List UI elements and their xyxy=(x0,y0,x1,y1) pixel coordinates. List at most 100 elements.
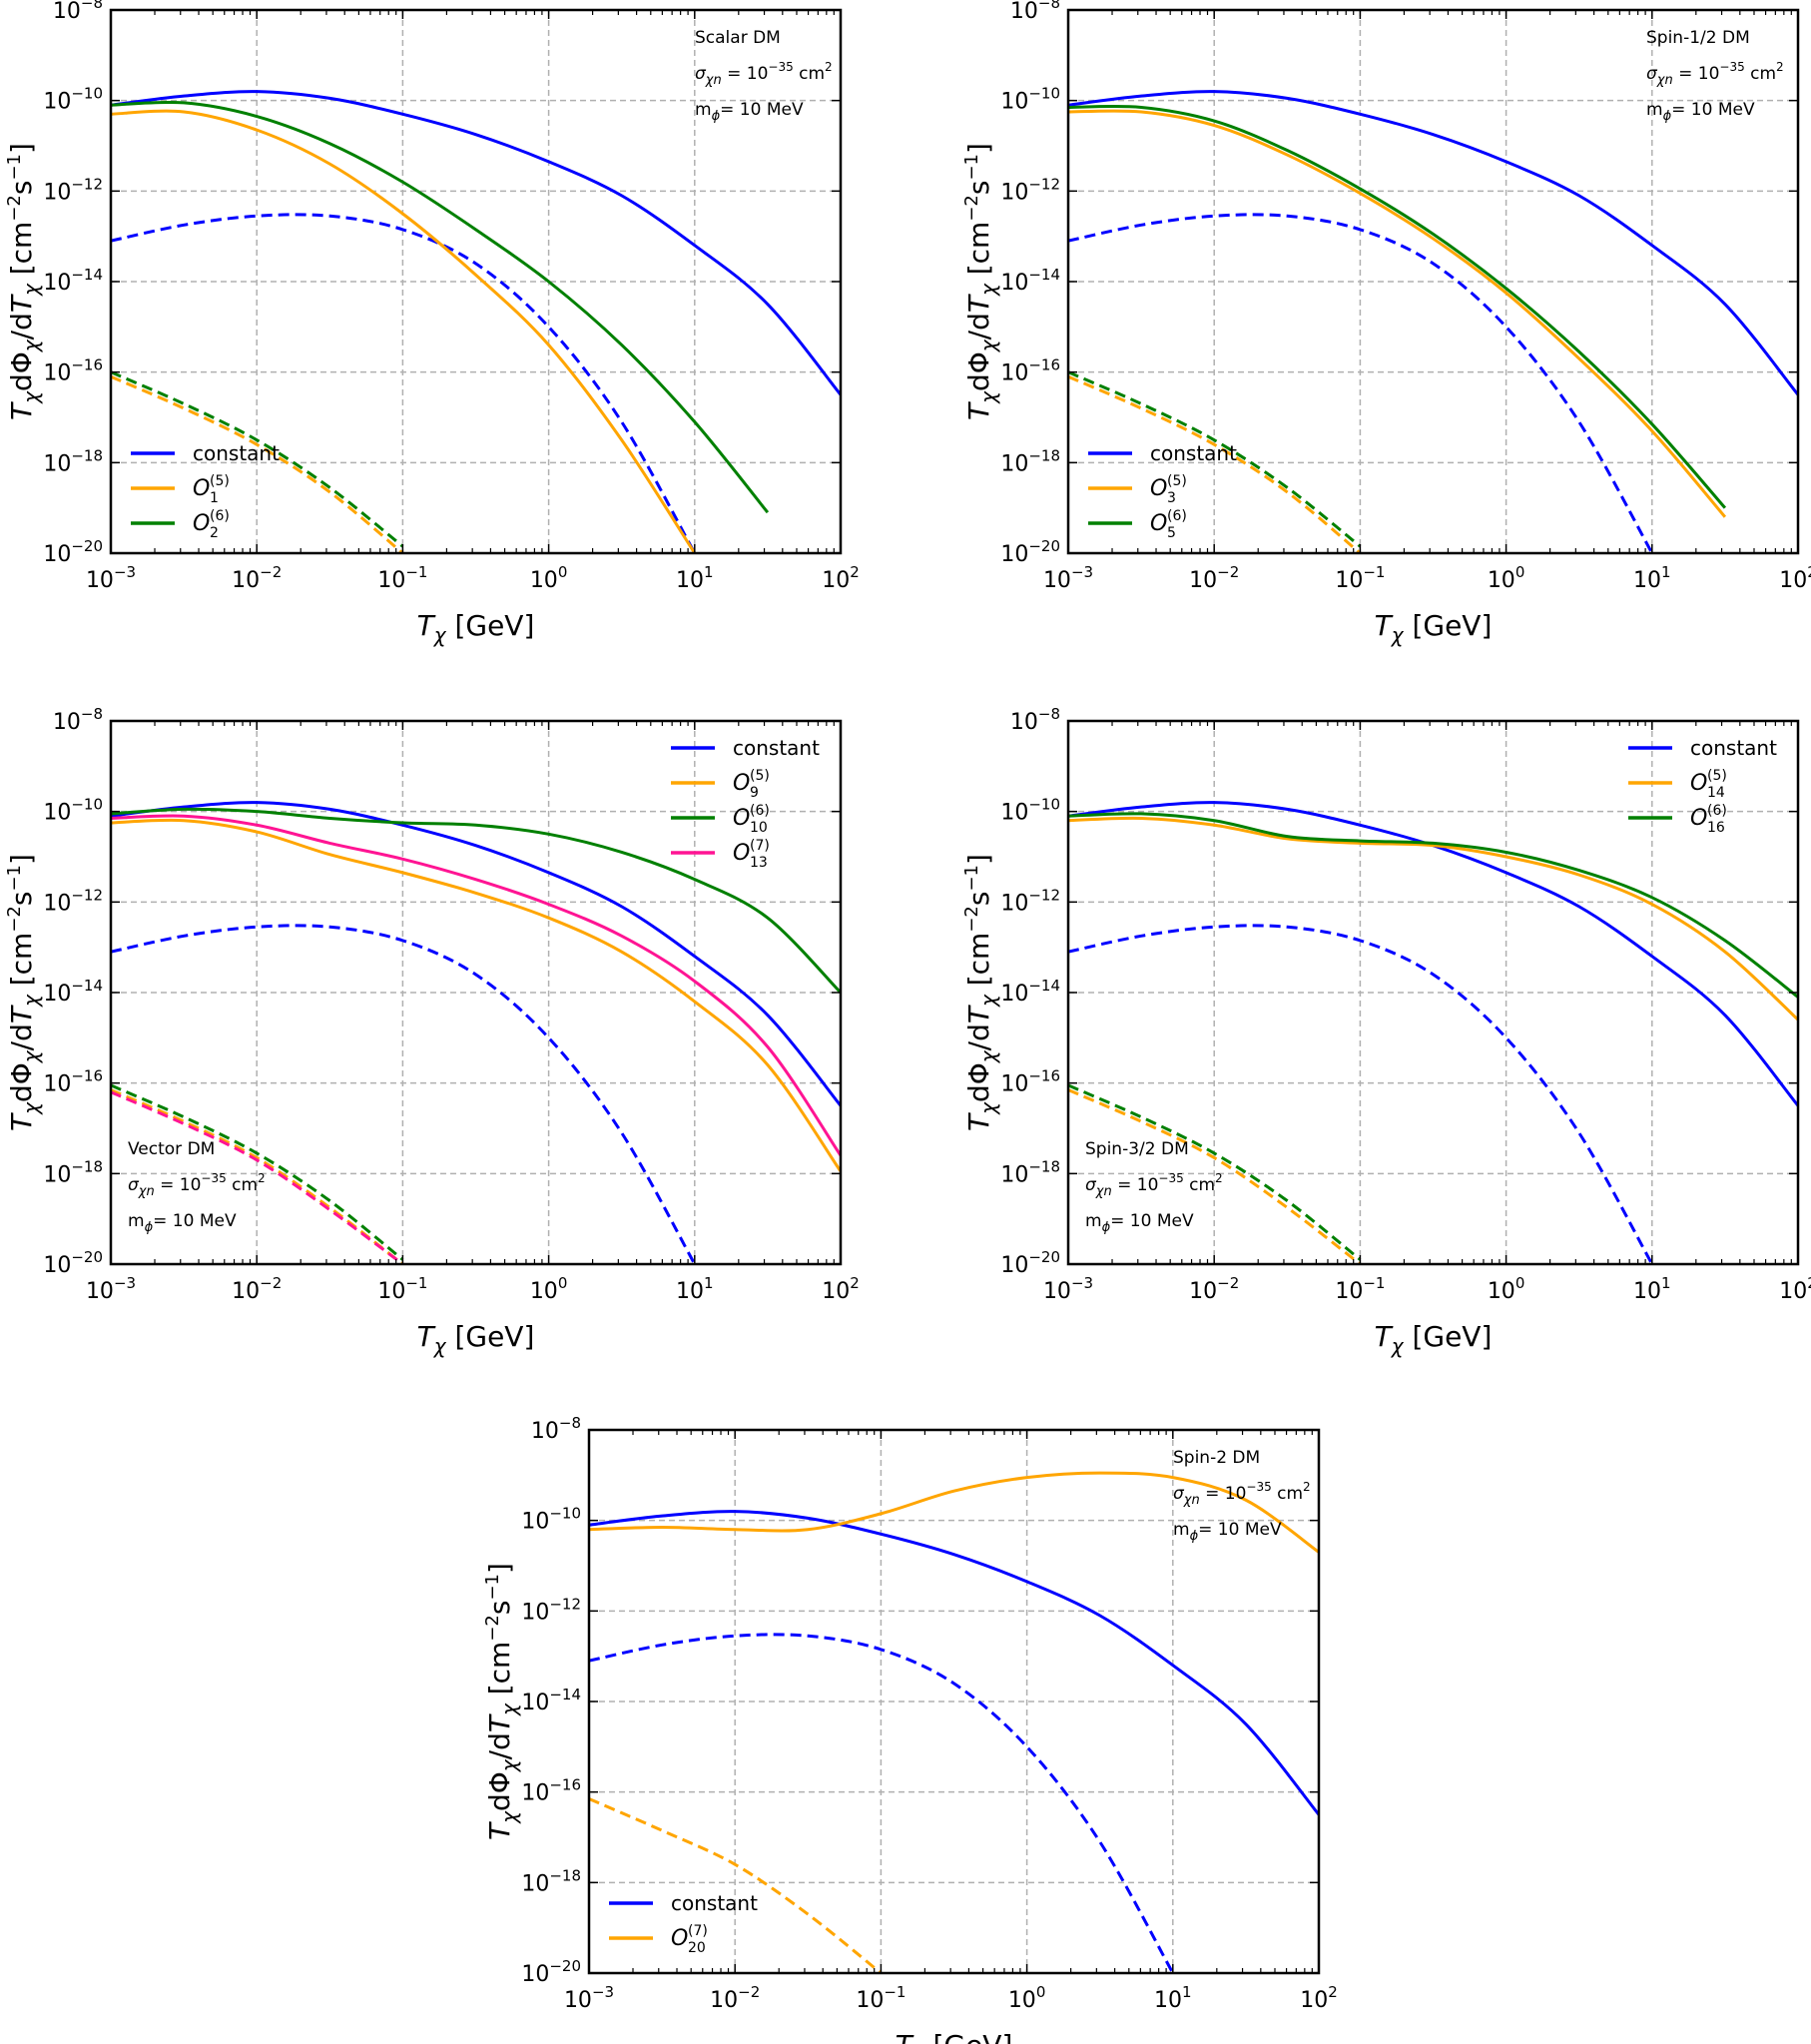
panel-middle-right: 10−3 10−2 10−1 100 101 102 10−20 10−18 10−16 10−1… xyxy=(961,705,1811,1358)
x-tick-label: 101 xyxy=(1154,1983,1192,2013)
plot-frame xyxy=(1066,8,1800,555)
x-tick-label: 101 xyxy=(1633,1274,1671,1304)
x-tick-label: 10−1 xyxy=(1335,1274,1385,1304)
x-tick-label: 100 xyxy=(1488,1274,1525,1304)
x-tick-label: 10−2 xyxy=(232,563,282,593)
y-tick-label: 10−20 xyxy=(1000,537,1060,567)
y-tick-label: 10−8 xyxy=(1010,0,1060,24)
y-tick-label: 10−10 xyxy=(1000,85,1060,115)
x-tick-label: 10−3 xyxy=(1043,1274,1093,1304)
legend-item: O2(6) xyxy=(131,508,230,541)
legend-label: O10(6) xyxy=(733,803,770,836)
series-line-o-20-7-dashed- xyxy=(589,1797,883,1973)
y-axis-label: TχdΦχ/dTχ [cm−2s−1] xyxy=(482,1563,521,1840)
series-group xyxy=(111,90,841,553)
series-group xyxy=(589,1471,1319,1973)
y-tick-label: 10−14 xyxy=(1000,266,1060,296)
annotation: Vector DM σχn = 10−35 cm2 mϕ= 10 MeV xyxy=(128,1139,266,1235)
x-tick-label: 10−2 xyxy=(1189,563,1239,593)
annotation-title: Spin-2 DM xyxy=(1173,1448,1260,1468)
series-line-o-10-6- xyxy=(111,807,841,995)
legend: constant O1(5)O2(6) xyxy=(131,441,280,541)
series-line-o-3-5-dashed- xyxy=(1068,374,1362,553)
x-tick-label: 10−3 xyxy=(564,1983,614,2013)
series-group xyxy=(1068,90,1798,553)
legend-label: O2(6) xyxy=(193,508,230,541)
y-tick-label: 10−12 xyxy=(521,1595,581,1625)
x-axis-label: Tχ [GeV] xyxy=(896,2029,1013,2044)
legend-item: constant xyxy=(609,1891,758,1915)
series-line-o-1-5- xyxy=(111,109,697,553)
x-axis-label: Tχ [GeV] xyxy=(417,1320,535,1358)
grid xyxy=(589,1430,1319,1973)
annotation-mediator-mass: mϕ= 10 MeV xyxy=(128,1211,237,1235)
annotation-mediator-mass: mϕ= 10 MeV xyxy=(1646,100,1755,124)
panel-top-right: 10−3 10−2 10−1 100 101 102 10−20 10−18 10−16 10−1… xyxy=(961,0,1811,647)
x-tick-label: 102 xyxy=(1779,1274,1811,1304)
legend-item: O10(6) xyxy=(671,803,770,836)
y-tick-label: 10−8 xyxy=(531,1414,581,1444)
x-tick-label: 10−2 xyxy=(1189,1274,1239,1304)
x-tick-label: 101 xyxy=(676,1274,714,1304)
y-tick-label: 10−8 xyxy=(53,0,103,24)
annotation-title: Vector DM xyxy=(128,1139,215,1159)
y-axis-label: TχdΦχ/dTχ [cm−2s−1] xyxy=(961,143,1000,420)
legend-label: constant xyxy=(671,1891,758,1915)
y-tick-label: 10−16 xyxy=(1000,1067,1060,1097)
y-axis-label: TχdΦχ/dTχ [cm−2s−1] xyxy=(961,854,1000,1131)
legend-label: O5(6) xyxy=(1150,508,1187,541)
series-line-o-14-5- xyxy=(1068,816,1798,1022)
series-line-constant-dashed- xyxy=(111,924,697,1264)
y-tick-label: 10−16 xyxy=(43,356,103,386)
y-tick-label: 10−8 xyxy=(53,705,103,735)
annotation-title: Spin-1/2 DM xyxy=(1646,28,1750,48)
y-tick-label: 10−14 xyxy=(43,977,103,1007)
legend-item: constant xyxy=(671,736,820,760)
series-line-o-14-5-dashed- xyxy=(1068,1088,1362,1264)
annotation-cross-section: σχn = 10−35 cm2 xyxy=(1173,1480,1311,1508)
legend-item: O13(7) xyxy=(671,838,770,871)
x-tick-label: 102 xyxy=(822,563,860,593)
y-tick-label: 10−10 xyxy=(521,1505,581,1535)
grid xyxy=(1068,10,1798,553)
x-tick-label: 10−1 xyxy=(1335,563,1385,593)
y-tick-label: 10−18 xyxy=(43,1157,103,1187)
annotation-mediator-mass: mϕ= 10 MeV xyxy=(695,100,804,124)
x-tick-label: 102 xyxy=(1779,563,1811,593)
legend-item: O3(5) xyxy=(1088,473,1187,506)
y-tick-label: 10−10 xyxy=(43,85,103,115)
series-line-constant xyxy=(1068,801,1798,1107)
y-tick-label: 10−16 xyxy=(1000,356,1060,386)
x-tick-label: 10−3 xyxy=(86,1274,136,1304)
series-line-o-9-5- xyxy=(111,818,841,1172)
legend-item: O20(7) xyxy=(609,1923,708,1956)
series-group xyxy=(1068,801,1798,1264)
legend-label: O16(6) xyxy=(1690,803,1727,836)
series-line-constant-dashed- xyxy=(1068,213,1654,553)
panel-middle-left: 10−3 10−2 10−1 100 101 102 10−20 10−18 10−16 10−1… xyxy=(4,705,860,1358)
series-line-o-16-6- xyxy=(1068,812,1798,999)
series-line-o-1-5-dashed- xyxy=(111,374,404,553)
y-tick-label: 10−14 xyxy=(43,266,103,296)
annotation-cross-section: σχn = 10−35 cm2 xyxy=(695,60,833,88)
series-line-constant xyxy=(111,801,841,1107)
series-line-o-5-6-dashed- xyxy=(1068,370,1362,548)
legend-item: constant xyxy=(131,441,280,465)
panel-bottom-center: 10−3 10−2 10−1 100 101 102 10−20 10−18 10−16 10−1… xyxy=(482,1414,1338,2044)
grid xyxy=(1068,721,1798,1264)
y-tick-label: 10−18 xyxy=(521,1866,581,1896)
x-tick-label: 102 xyxy=(1300,1983,1338,2013)
y-axis-label: TχdΦχ/dTχ [cm−2s−1] xyxy=(4,854,43,1131)
x-tick-label: 10−1 xyxy=(856,1983,906,2013)
legend-label: O1(5) xyxy=(193,473,230,506)
y-tick-label: 10−20 xyxy=(1000,1248,1060,1278)
series-line-o-3-5- xyxy=(1068,109,1727,518)
y-tick-label: 10−20 xyxy=(521,1957,581,1987)
annotation-mediator-mass: mϕ= 10 MeV xyxy=(1173,1520,1282,1544)
legend-item: constant xyxy=(1628,736,1777,760)
y-tick-label: 10−16 xyxy=(521,1776,581,1806)
y-tick-label: 10−18 xyxy=(1000,446,1060,476)
series-group xyxy=(111,801,841,1264)
series-line-o-13-7- xyxy=(111,814,841,1157)
legend: constant O20(7) xyxy=(609,1891,758,1956)
